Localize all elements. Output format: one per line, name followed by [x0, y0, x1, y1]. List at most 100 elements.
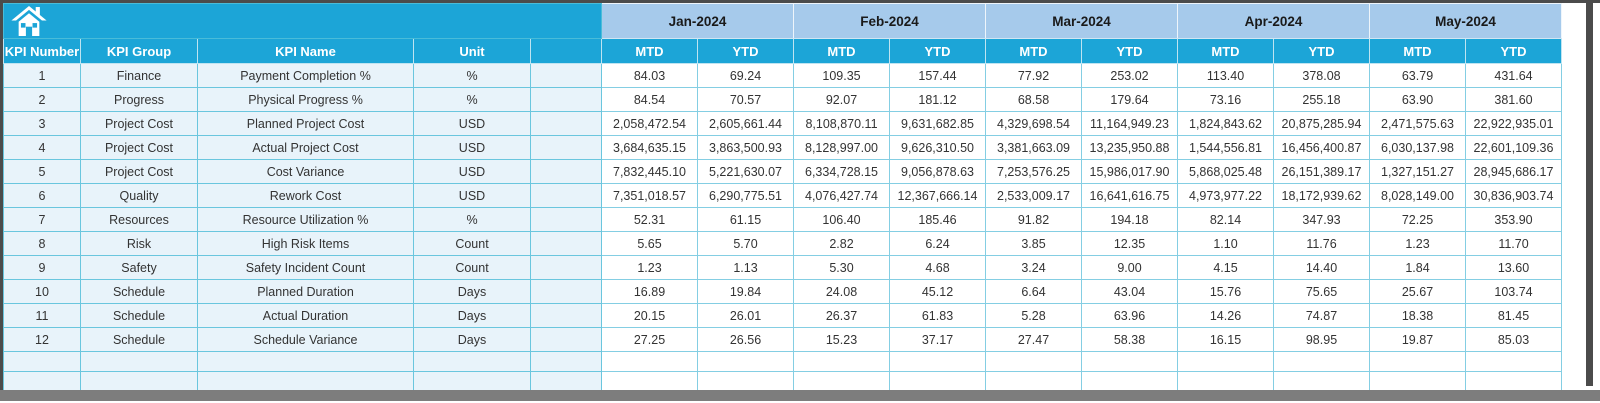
- cell-value[interactable]: 6,334,728.15: [793, 159, 890, 184]
- cell-value[interactable]: 4,329,698.54: [985, 111, 1082, 136]
- cell-value[interactable]: 98.95: [1273, 327, 1370, 352]
- cell-value[interactable]: 26.01: [697, 303, 794, 328]
- empty-cell[interactable]: [1369, 351, 1466, 372]
- empty-cell[interactable]: [793, 371, 890, 392]
- cell-value[interactable]: 5.65: [601, 231, 698, 256]
- cell-kpi-group[interactable]: Schedule: [80, 303, 198, 328]
- cell-unit[interactable]: Count: [413, 231, 531, 256]
- spacer-cell[interactable]: [530, 135, 602, 160]
- cell-value[interactable]: 72.25: [1369, 207, 1466, 232]
- cell-value[interactable]: 9,626,310.50: [889, 135, 986, 160]
- cell-value[interactable]: 7,253,576.25: [985, 159, 1082, 184]
- cell-unit[interactable]: %: [413, 207, 531, 232]
- cell-value[interactable]: 113.40: [1177, 63, 1274, 88]
- cell-value[interactable]: 7,351,018.57: [601, 183, 698, 208]
- cell-value[interactable]: 18,172,939.62: [1273, 183, 1370, 208]
- cell-value[interactable]: 85.03: [1465, 327, 1562, 352]
- empty-cell[interactable]: [197, 351, 414, 372]
- cell-value[interactable]: 381.60: [1465, 87, 1562, 112]
- cell-unit[interactable]: USD: [413, 183, 531, 208]
- cell-kpi-number[interactable]: 6: [3, 183, 81, 208]
- cell-value[interactable]: 255.18: [1273, 87, 1370, 112]
- cell-kpi-group[interactable]: Resources: [80, 207, 198, 232]
- cell-value[interactable]: 11.76: [1273, 231, 1370, 256]
- cell-kpi-name[interactable]: Rework Cost: [197, 183, 414, 208]
- subheader-ytd-apr-2024[interactable]: YTD: [1273, 38, 1370, 64]
- cell-kpi-group[interactable]: Finance: [80, 63, 198, 88]
- cell-value[interactable]: 84.03: [601, 63, 698, 88]
- cell-value[interactable]: 28,945,686.17: [1465, 159, 1562, 184]
- spacer-cell[interactable]: [530, 159, 602, 184]
- cell-kpi-number[interactable]: 11: [3, 303, 81, 328]
- cell-value[interactable]: 61.15: [697, 207, 794, 232]
- cell-value[interactable]: 253.02: [1081, 63, 1178, 88]
- cell-value[interactable]: 5,868,025.48: [1177, 159, 1274, 184]
- vertical-scrollbar[interactable]: [1586, 0, 1593, 386]
- cell-value[interactable]: 15.76: [1177, 279, 1274, 304]
- cell-value[interactable]: 14.40: [1273, 255, 1370, 280]
- empty-cell[interactable]: [1177, 371, 1274, 392]
- cell-value[interactable]: 378.08: [1273, 63, 1370, 88]
- cell-value[interactable]: 4.68: [889, 255, 986, 280]
- cell-value[interactable]: 6,290,775.51: [697, 183, 794, 208]
- cell-value[interactable]: 19.84: [697, 279, 794, 304]
- cell-kpi-name[interactable]: Actual Duration: [197, 303, 414, 328]
- cell-kpi-number[interactable]: 9: [3, 255, 81, 280]
- cell-value[interactable]: 4,076,427.74: [793, 183, 890, 208]
- cell-kpi-group[interactable]: Project Cost: [80, 135, 198, 160]
- cell-value[interactable]: 73.16: [1177, 87, 1274, 112]
- cell-unit[interactable]: USD: [413, 111, 531, 136]
- cell-value[interactable]: 2,605,661.44: [697, 111, 794, 136]
- cell-value[interactable]: 3,684,635.15: [601, 135, 698, 160]
- home-cell[interactable]: [3, 3, 602, 39]
- cell-value[interactable]: 52.31: [601, 207, 698, 232]
- empty-cell[interactable]: [601, 371, 698, 392]
- cell-unit[interactable]: Count: [413, 255, 531, 280]
- cell-kpi-number[interactable]: 4: [3, 135, 81, 160]
- empty-cell[interactable]: [413, 351, 531, 372]
- spacer-cell[interactable]: [530, 255, 602, 280]
- cell-value[interactable]: 69.24: [697, 63, 794, 88]
- cell-unit[interactable]: Days: [413, 279, 531, 304]
- spacer-cell[interactable]: [530, 183, 602, 208]
- cell-unit[interactable]: USD: [413, 159, 531, 184]
- cell-value[interactable]: 13,235,950.88: [1081, 135, 1178, 160]
- cell-value[interactable]: 194.18: [1081, 207, 1178, 232]
- cell-value[interactable]: 11.70: [1465, 231, 1562, 256]
- cell-value[interactable]: 1,327,151.27: [1369, 159, 1466, 184]
- cell-value[interactable]: 1.23: [601, 255, 698, 280]
- cell-value[interactable]: 16.89: [601, 279, 698, 304]
- empty-cell[interactable]: [197, 371, 414, 392]
- cell-value[interactable]: 27.25: [601, 327, 698, 352]
- cell-value[interactable]: 27.47: [985, 327, 1082, 352]
- cell-value[interactable]: 2,058,472.54: [601, 111, 698, 136]
- cell-value[interactable]: 3,863,500.93: [697, 135, 794, 160]
- cell-value[interactable]: 103.74: [1465, 279, 1562, 304]
- empty-cell[interactable]: [601, 351, 698, 372]
- spacer-cell[interactable]: [530, 63, 602, 88]
- spacer-cell[interactable]: [530, 111, 602, 136]
- cell-value[interactable]: 13.60: [1465, 255, 1562, 280]
- empty-cell[interactable]: [697, 351, 794, 372]
- cell-value[interactable]: 63.79: [1369, 63, 1466, 88]
- cell-value[interactable]: 22,601,109.36: [1465, 135, 1562, 160]
- subheader-ytd-may-2024[interactable]: YTD: [1465, 38, 1562, 64]
- cell-value[interactable]: 20.15: [601, 303, 698, 328]
- cell-value[interactable]: 63.96: [1081, 303, 1178, 328]
- cell-kpi-name[interactable]: Actual Project Cost: [197, 135, 414, 160]
- cell-value[interactable]: 61.83: [889, 303, 986, 328]
- cell-value[interactable]: 74.87: [1273, 303, 1370, 328]
- cell-value[interactable]: 106.40: [793, 207, 890, 232]
- cell-value[interactable]: 8,128,997.00: [793, 135, 890, 160]
- cell-value[interactable]: 353.90: [1465, 207, 1562, 232]
- cell-value[interactable]: 5.28: [985, 303, 1082, 328]
- cell-value[interactable]: 25.67: [1369, 279, 1466, 304]
- cell-value[interactable]: 109.35: [793, 63, 890, 88]
- cell-kpi-name[interactable]: Physical Progress %: [197, 87, 414, 112]
- cell-kpi-number[interactable]: 5: [3, 159, 81, 184]
- cell-value[interactable]: 1.13: [697, 255, 794, 280]
- cell-value[interactable]: 185.46: [889, 207, 986, 232]
- cell-value[interactable]: 82.14: [1177, 207, 1274, 232]
- cell-value[interactable]: 58.38: [1081, 327, 1178, 352]
- cell-value[interactable]: 3.85: [985, 231, 1082, 256]
